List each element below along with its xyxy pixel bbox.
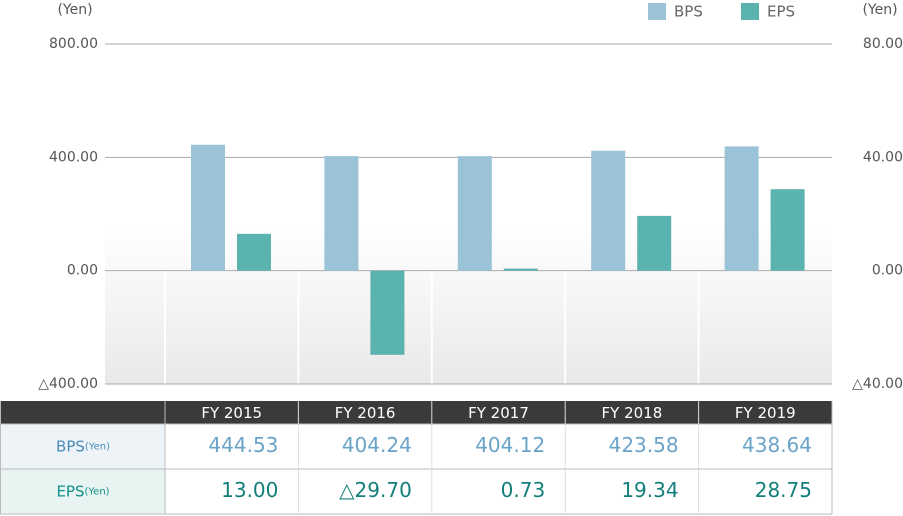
x-tick-label: FY 2019 bbox=[735, 404, 796, 422]
bar bbox=[724, 146, 759, 271]
row-unit: (Yen) bbox=[85, 442, 110, 453]
table-value: 28.75 bbox=[755, 478, 812, 502]
x-tick-label: FY 2016 bbox=[335, 404, 396, 422]
legend-label: BPS bbox=[674, 3, 703, 21]
table-value: 438.64 bbox=[742, 433, 812, 457]
y-tick-label: 0.00 bbox=[67, 263, 98, 279]
bar bbox=[637, 215, 672, 271]
bar bbox=[191, 144, 225, 271]
bar bbox=[324, 156, 359, 271]
bar bbox=[457, 156, 492, 271]
bar bbox=[370, 270, 405, 355]
table-header-bg bbox=[0, 401, 832, 424]
x-tick-label: FY 2018 bbox=[602, 404, 663, 422]
table-value: 19.34 bbox=[621, 478, 678, 502]
legend-swatch bbox=[741, 3, 759, 20]
x-tick-label: FY 2017 bbox=[468, 404, 529, 422]
legend-swatch bbox=[648, 3, 666, 20]
y2-axis-unit: (Yen) bbox=[862, 2, 897, 18]
row-label-bg bbox=[0, 469, 165, 514]
row-label: BPS(Yen) bbox=[56, 437, 110, 455]
y2-tick-label: 40.00 bbox=[863, 149, 903, 165]
table-value: 404.24 bbox=[342, 433, 412, 457]
legend-label: EPS bbox=[767, 3, 795, 21]
table-value: 404.12 bbox=[475, 433, 545, 457]
y2-tick-label: 80.00 bbox=[863, 36, 903, 52]
bar bbox=[237, 233, 271, 271]
row-label: EPS(Yen) bbox=[56, 482, 109, 500]
row-unit: (Yen) bbox=[84, 487, 109, 498]
x-tick-label: FY 2015 bbox=[201, 404, 262, 422]
y-tick-label: 800.00 bbox=[49, 36, 98, 52]
y-tick-label: △400.00 bbox=[38, 376, 98, 392]
bar bbox=[503, 268, 538, 271]
y2-tick-label: 0.00 bbox=[872, 263, 903, 279]
row-label-bg bbox=[0, 424, 165, 469]
row-bg bbox=[165, 469, 832, 514]
y2-tick-label: △40.00 bbox=[852, 376, 903, 392]
row-bg bbox=[165, 424, 832, 469]
y-tick-label: 400.00 bbox=[49, 149, 98, 165]
bar bbox=[770, 189, 805, 271]
table-value: 444.53 bbox=[208, 433, 278, 457]
bar bbox=[591, 150, 626, 271]
row-name: EPS bbox=[56, 482, 84, 500]
row-name: BPS bbox=[56, 437, 85, 455]
y-axis-unit: (Yen) bbox=[57, 2, 92, 18]
table-value: 423.58 bbox=[609, 433, 679, 457]
table-value: 0.73 bbox=[501, 478, 546, 502]
table-value: 13.00 bbox=[221, 478, 278, 502]
table-value: △29.70 bbox=[339, 478, 412, 502]
